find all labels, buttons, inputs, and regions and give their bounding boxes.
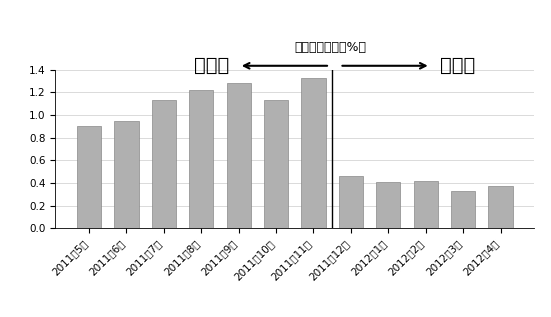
Bar [301, 78, 326, 228]
Bar [77, 126, 101, 228]
Text: 稳定性封锁率（%）: 稳定性封锁率（%） [294, 41, 366, 54]
Bar [114, 121, 139, 228]
Bar [152, 100, 176, 228]
Bar [339, 176, 363, 228]
Text: 实施前: 实施前 [194, 56, 229, 75]
Bar [488, 186, 512, 228]
Bar [264, 100, 288, 228]
Bar [376, 182, 401, 228]
Bar [189, 90, 213, 228]
Text: 实施后: 实施后 [440, 56, 476, 75]
Bar [414, 181, 438, 228]
Bar [451, 191, 476, 228]
Bar [226, 83, 251, 228]
